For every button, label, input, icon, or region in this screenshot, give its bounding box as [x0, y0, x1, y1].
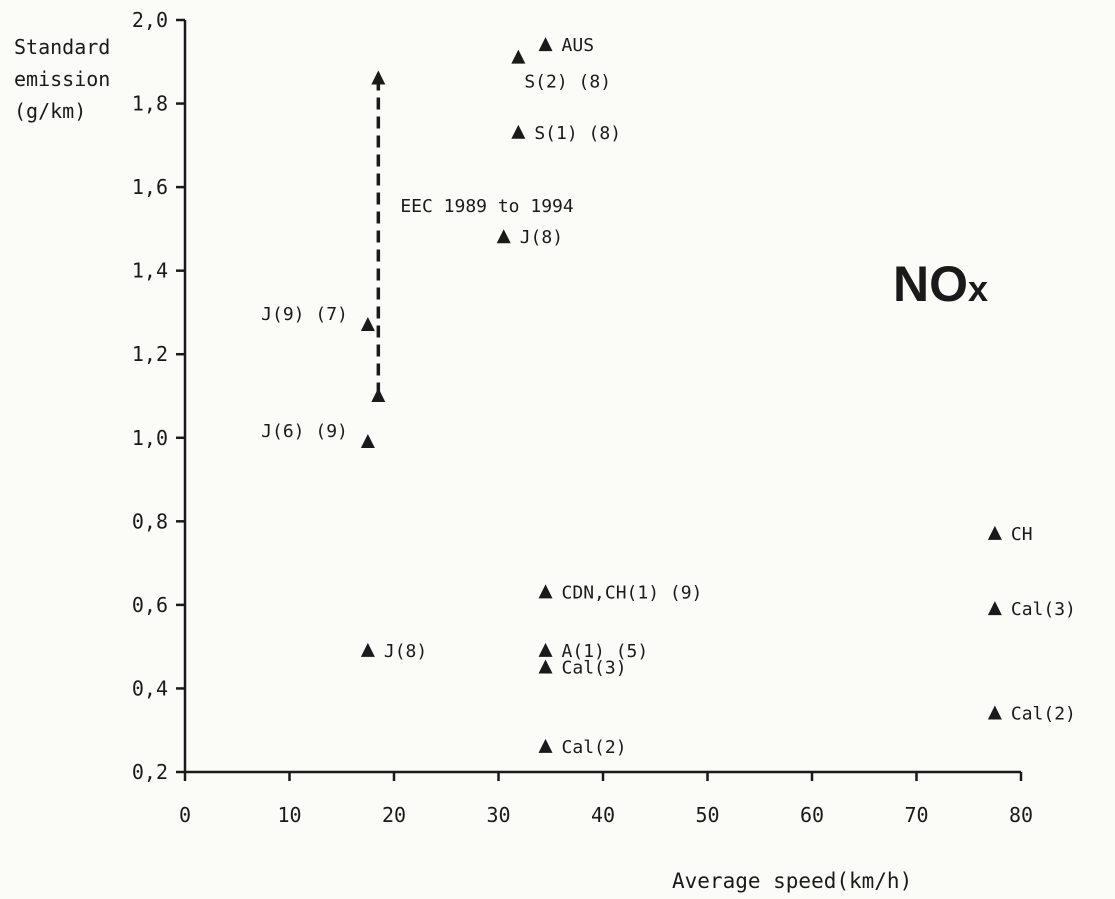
y-tick-label: 2,0: [132, 8, 168, 32]
y-ticks: 0,2 0,4 0,6 0,8 1,0 1,2 1,4 1,6 1,8 2,0: [132, 8, 185, 784]
data-point-label: Cal(3): [1011, 599, 1076, 620]
x-tick-label: 50: [695, 803, 719, 827]
data-point-label: Cal(3): [562, 658, 627, 679]
y-tick-label: 1,6: [132, 175, 168, 199]
data-point-marker: [496, 229, 511, 244]
y-tick-label: 1,0: [132, 426, 168, 450]
x-tick-label: 20: [382, 803, 406, 827]
data-point-marker: [987, 601, 1002, 616]
x-tick-label: 60: [800, 803, 824, 827]
data-point-label: AUS: [562, 35, 595, 56]
eec-lower-marker: [371, 388, 386, 402]
y-tick-label: 1,2: [132, 342, 168, 366]
x-tick-label: 70: [904, 803, 928, 827]
data-point-marker: [538, 642, 553, 657]
data-point-label: S(2) (8): [524, 72, 611, 93]
data-point-marker: [538, 584, 553, 599]
y-axis-title-line-1: Standard: [14, 35, 110, 59]
chart-title-main: NO: [893, 256, 968, 312]
y-tick-label: 0,6: [132, 593, 168, 617]
chart-title-subscript: x: [968, 268, 988, 309]
data-point-marker: [987, 705, 1002, 720]
data-point-label: J(8): [520, 227, 563, 248]
y-axis-title: Standard emission (g/km): [14, 35, 110, 123]
y-tick-label: 0,4: [132, 676, 168, 700]
data-point-marker: [987, 525, 1002, 540]
data-point-label: Cal(2): [562, 737, 627, 758]
data-point-marker: [511, 124, 526, 139]
eec-range-bar: EEC 1989 to 1994: [371, 70, 574, 402]
eec-upper-marker: [371, 70, 386, 85]
data-points: AUS S(2) (8) S(1) (8) J(8) J(9) (7) J(6) (9) J…: [261, 35, 1076, 758]
x-tick-label: 80: [1009, 803, 1033, 827]
y-tick-label: 1,4: [132, 259, 168, 283]
x-tick-label: 10: [277, 803, 301, 827]
data-point-label: CDN,CH(1) (9): [562, 582, 703, 603]
data-point-marker: [538, 37, 553, 52]
data-point-marker: [360, 433, 375, 448]
x-axis-title: Average speed(km/h): [672, 869, 912, 893]
chart-title: NOx: [893, 256, 988, 312]
y-axis-title-line-2: emission: [14, 67, 110, 91]
x-tick-label: 30: [486, 803, 510, 827]
y-tick-label: 0,8: [132, 509, 168, 533]
data-point-marker: [360, 316, 375, 331]
data-point-marker: [360, 642, 375, 657]
data-point-label: J(6) (9): [261, 421, 348, 442]
x-ticks: 0 10 20 30 40 50 60 70 80: [179, 772, 1033, 827]
data-point-label: CH: [1011, 524, 1033, 545]
x-tick-label: 0: [179, 803, 191, 827]
data-point-marker: [511, 49, 526, 64]
eec-range-label: EEC 1989 to 1994: [400, 196, 573, 217]
data-point-label: A(1) (5): [562, 641, 649, 662]
data-point-label: J(9) (7): [261, 304, 348, 325]
data-point-marker: [538, 659, 553, 674]
data-point-marker: [538, 738, 553, 753]
data-point-label: Cal(2): [1011, 704, 1076, 725]
y-tick-label: 1,8: [132, 92, 168, 116]
y-tick-label: 0,2: [132, 760, 168, 784]
data-point-label: S(1) (8): [534, 123, 621, 144]
y-axis-title-line-3: (g/km): [14, 99, 86, 123]
data-point-label: J(8): [384, 641, 427, 662]
x-tick-label: 40: [591, 803, 615, 827]
